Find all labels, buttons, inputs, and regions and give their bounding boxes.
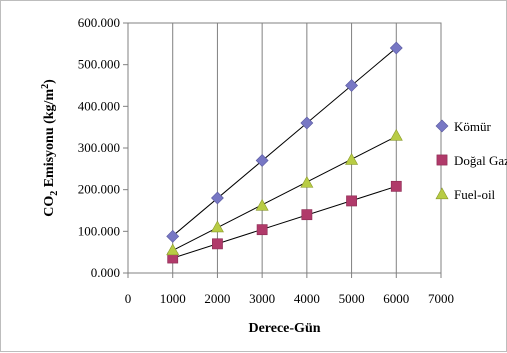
x-tick-label-4: 4000 xyxy=(294,291,320,306)
legend-label-2: Fuel-oil xyxy=(454,187,496,202)
x-tick-label-2: 2000 xyxy=(204,291,230,306)
legend-label-1: Doğal Gaz xyxy=(454,153,507,168)
y-axis-title-part-2: Emisyonu (kg/m xyxy=(42,89,57,191)
x-axis-title: Derece-Gün xyxy=(248,321,320,336)
x-tick-label-1: 1000 xyxy=(160,291,186,306)
y-axis-title: CO2 Emisyonu (kg/m2) xyxy=(40,79,60,217)
point-s1-1 xyxy=(212,238,223,250)
y-tick-label-2: 200.000 xyxy=(78,182,120,197)
point-s2-2 xyxy=(255,198,269,211)
point-s2-5 xyxy=(389,128,403,141)
legend-label-0: Kömür xyxy=(454,119,492,134)
trendline-1 xyxy=(172,185,397,259)
y-tick-label-4: 400.000 xyxy=(78,98,120,113)
x-tick-label-6: 6000 xyxy=(383,291,409,306)
x-tick-label-3: 3000 xyxy=(249,291,275,306)
point-s1-5 xyxy=(390,180,402,192)
point-s0-4 xyxy=(345,79,358,92)
trendline-2 xyxy=(172,135,397,251)
point-s0-1 xyxy=(211,191,224,205)
legend-marker-2 xyxy=(435,187,449,200)
y-tick-label-6: 600.000 xyxy=(78,15,120,30)
point-s2-3 xyxy=(300,175,314,188)
point-s2-1 xyxy=(210,220,224,233)
point-s1-3 xyxy=(301,209,313,221)
y-tick-label-0: 0.000 xyxy=(91,265,120,280)
x-tick-label-5: 5000 xyxy=(339,291,365,306)
point-s1-2 xyxy=(256,224,268,236)
point-s2-4 xyxy=(345,153,359,165)
y-axis-title-superscript: 2 xyxy=(40,84,51,89)
point-s0-0 xyxy=(166,229,180,243)
trendline-0 xyxy=(172,47,397,237)
plot-area: 0.000 100.000 200.000 300.000 400.000 500.000… xyxy=(78,15,454,306)
x-tick-label-0: 0 xyxy=(125,291,132,306)
y-axis-title-subscript: 2 xyxy=(49,191,60,196)
legend-marker-1 xyxy=(436,154,448,166)
y-axis-title-part-3: ) xyxy=(42,79,57,84)
legend: Kömür Doğal Gaz Fuel-oil xyxy=(435,119,507,202)
point-s0-2 xyxy=(255,154,269,167)
y-axis-title-part-1: CO xyxy=(42,196,57,217)
plot-frame xyxy=(127,22,442,274)
x-tick-label-7: 7000 xyxy=(428,291,454,306)
y-tick-label-5: 500.000 xyxy=(78,57,120,72)
point-s0-3 xyxy=(300,116,314,130)
point-s0-5 xyxy=(389,41,403,55)
point-s1-4 xyxy=(346,195,357,207)
y-tick-label-3: 300.000 xyxy=(78,140,120,155)
point-s2-0 xyxy=(166,243,180,256)
legend-marker-0 xyxy=(435,119,449,133)
y-tick-label-1: 100.000 xyxy=(78,223,120,238)
